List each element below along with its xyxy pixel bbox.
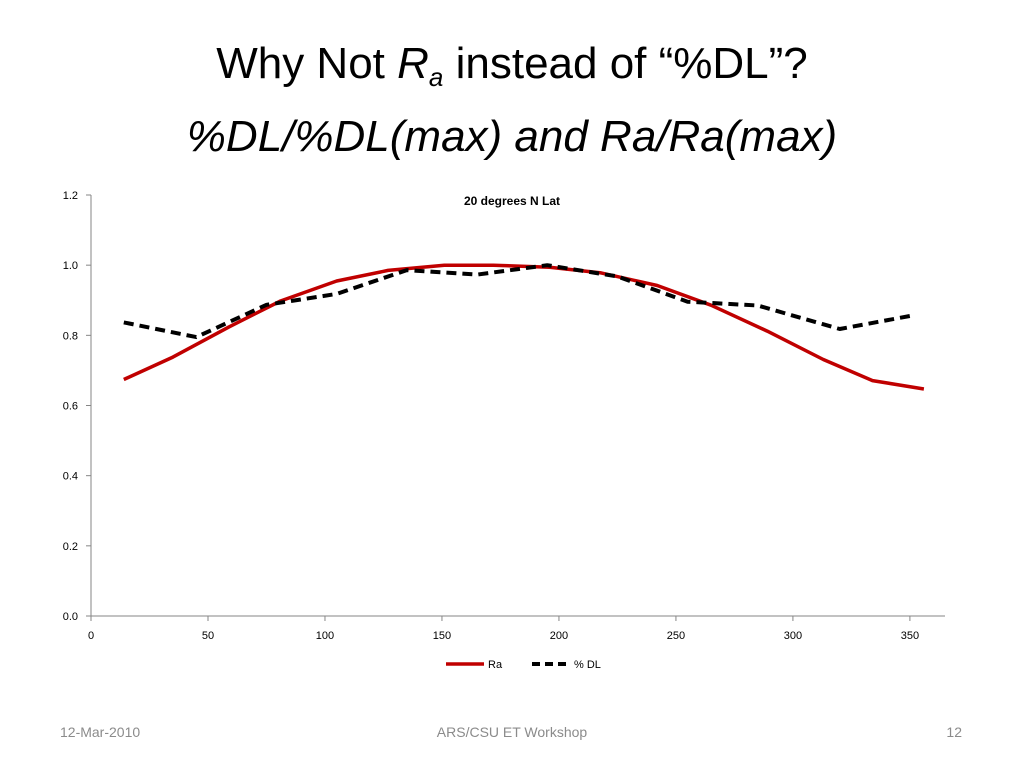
y-tick-label: 0.4	[63, 471, 78, 483]
x-tick-label: 150	[433, 630, 451, 642]
y-tick-label: 1.0	[63, 260, 78, 272]
x-tick-label: 300	[784, 630, 802, 642]
footer-event: ARS/CSU ET Workshop	[436, 724, 588, 740]
series-line-dl	[123, 263, 911, 340]
line-chart: 0.0 0.2 0.4 0.6 0.8 1.0 1.2 0 50 100 150 200 250 300 3…	[63, 190, 945, 671]
x-tick-label: 250	[667, 630, 685, 642]
x-tick-label: 50	[202, 630, 214, 642]
y-tick-label: 0.6	[63, 401, 78, 413]
title-variable: R	[397, 39, 429, 88]
footer-page-number: 12	[946, 724, 962, 740]
y-tick-label: 0.2	[63, 541, 78, 553]
x-tick-label: 350	[901, 630, 919, 642]
x-tick-label: 100	[316, 630, 334, 642]
footer-date: 12-Mar-2010	[60, 724, 141, 740]
x-tick-label: 0	[88, 630, 94, 642]
title-text-start: Why Not	[216, 39, 398, 88]
title-subscript: a	[428, 62, 444, 92]
slide-title: Why Not Ra instead of “%DL”? %DL/%DL(max…	[0, 34, 1024, 167]
chart-title: 20 degrees N Lat	[464, 194, 560, 208]
legend-label-dl: % DL	[574, 659, 601, 671]
y-tick-label: 0.0	[63, 611, 78, 623]
title-line-1: Why Not Ra instead of “%DL”?	[0, 34, 1024, 107]
series-line-ra	[123, 263, 925, 391]
x-tick-label: 200	[550, 630, 568, 642]
legend-label-ra: Ra	[488, 659, 503, 671]
title-line-2: %DL/%DL(max) and Ra/Ra(max)	[186, 112, 838, 161]
y-tick-label: 0.8	[63, 330, 78, 342]
title-text-end: instead of “%DL”?	[443, 39, 808, 88]
y-tick-label: 1.2	[63, 190, 78, 202]
